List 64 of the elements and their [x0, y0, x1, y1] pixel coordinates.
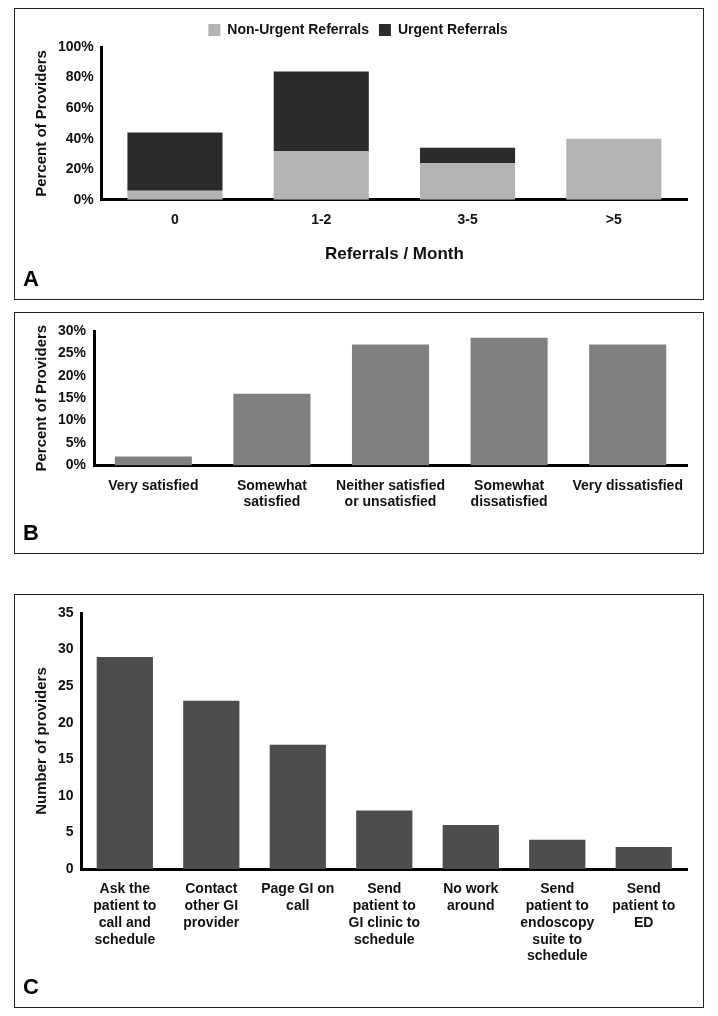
- bar: [269, 744, 326, 869]
- x-tick-label: Somewhat dissatisfied: [470, 476, 548, 510]
- legend-label: Non-Urgent Referrals: [227, 20, 370, 37]
- bar: [589, 344, 667, 466]
- x-tick-label: Very dissatisfied: [572, 476, 683, 493]
- x-axis-title: Referrals / Month: [324, 244, 464, 264]
- y-tick-label: 10: [57, 786, 74, 803]
- x-tick-label: Neither satisfied or unsatisfied: [336, 476, 445, 510]
- x-tick-label: >5: [605, 211, 623, 228]
- x-tick-label: 3-5: [457, 211, 478, 228]
- y-tick-label: 100%: [57, 37, 95, 54]
- bar: [470, 337, 548, 466]
- y-tick-label: 20: [57, 713, 74, 730]
- y-tick-label: 25: [57, 677, 74, 693]
- y-tick-label: 0: [65, 859, 74, 876]
- y-tick-label: 25%: [57, 344, 87, 361]
- x-tick-label: Page GI on call: [261, 880, 335, 914]
- x-tick-label: Send patient to ED: [612, 880, 676, 930]
- x-tick-label: No work around: [443, 880, 499, 914]
- bar: [442, 825, 499, 869]
- y-tick-label: 15: [57, 750, 74, 767]
- x-tick-label: Send patient to GI clinic to schedule: [348, 880, 421, 947]
- bar: [127, 132, 223, 191]
- text: B: [23, 520, 39, 546]
- bar: [96, 656, 153, 869]
- y-tick-label: 5%: [65, 433, 87, 450]
- y-tick-label: 10%: [57, 411, 87, 428]
- bar: [233, 393, 311, 466]
- bar: [183, 700, 240, 869]
- bar: [615, 847, 672, 869]
- y-tick-label: 30%: [57, 321, 87, 338]
- y-tick-label: 20%: [57, 366, 87, 383]
- y-axis-title: Percent of Providers: [32, 50, 50, 197]
- y-tick-label: 35: [57, 603, 74, 620]
- y-tick-label: 20%: [65, 160, 95, 177]
- bar: [566, 138, 662, 200]
- bar: [356, 810, 413, 869]
- x-tick-label: 0: [171, 211, 180, 228]
- x-tick-label: Very satisfied: [108, 476, 199, 493]
- y-tick-label: 0%: [65, 456, 87, 473]
- y-tick-label: 60%: [65, 98, 95, 115]
- bar: [351, 344, 430, 466]
- x-tick-label: 1-2: [311, 211, 332, 228]
- y-axis-title: Percent of Providers: [32, 324, 50, 472]
- y-axis-title: Number of providers: [32, 667, 50, 815]
- y-tick-label: 15%: [57, 389, 87, 406]
- bar: [273, 71, 369, 151]
- bar: [273, 150, 369, 200]
- y-tick-label: 5: [65, 823, 74, 840]
- text: A: [23, 266, 39, 292]
- x-tick-label: Contact other GI provider: [183, 880, 240, 930]
- bar: [420, 163, 516, 200]
- x-tick-label: Send patient to endoscopy suite to schedule: [520, 880, 595, 964]
- y-tick-label: 0%: [73, 190, 95, 207]
- x-tick-label: Somewhat satisfied: [236, 476, 308, 510]
- bar: [420, 147, 516, 164]
- bar: [114, 456, 192, 466]
- text: C: [23, 974, 39, 1000]
- y-tick-label: 30: [57, 640, 74, 657]
- y-tick-label: 40%: [65, 129, 95, 146]
- legend-label: Urgent Referrals: [397, 20, 508, 37]
- x-tick-label: Ask the patient to call and schedule: [93, 880, 157, 947]
- bar: [529, 839, 586, 869]
- y-tick-label: 80%: [65, 68, 95, 85]
